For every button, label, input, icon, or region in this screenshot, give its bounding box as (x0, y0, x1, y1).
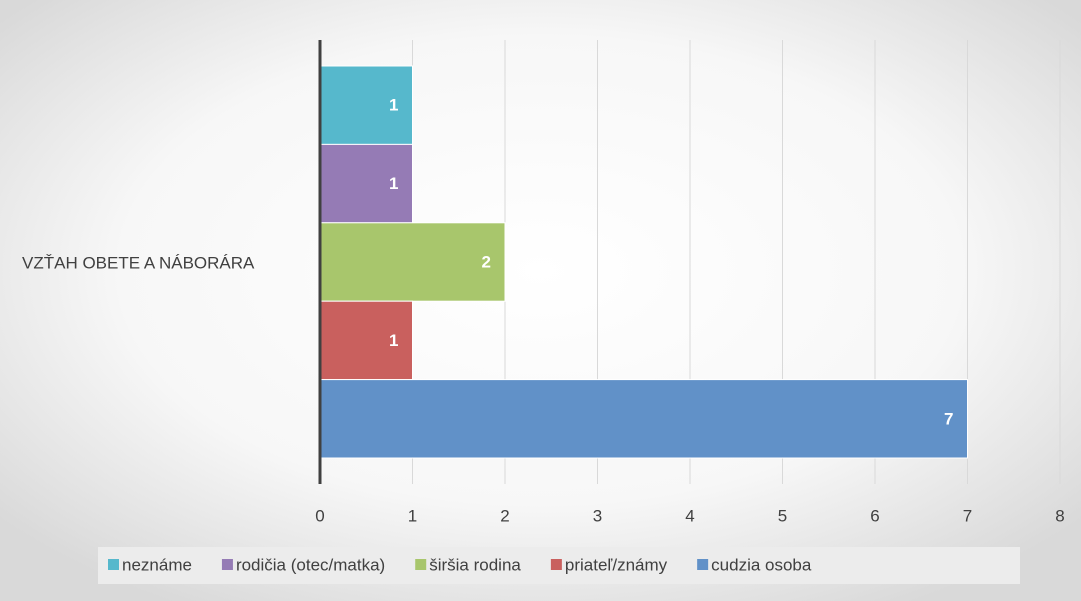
legend-label: cudzia osoba (711, 555, 812, 574)
bar (319, 379, 968, 459)
x-tick-label: 6 (870, 506, 879, 525)
legend-swatch (697, 559, 709, 570)
legend-swatch (108, 559, 119, 570)
x-tick-label: 4 (685, 506, 694, 525)
x-tick-label: 7 (963, 506, 972, 525)
legend-label: neznáme (122, 555, 192, 574)
bar (319, 65, 413, 145)
legend-label: priateľ/známy (565, 555, 668, 574)
data-label: 1 (389, 96, 398, 115)
category-label: VZŤAH OBETE A NÁBORÁRA (22, 253, 255, 272)
legend-label: rodičia (otec/matka) (236, 555, 385, 574)
legend-swatch (221, 559, 233, 570)
x-tick-label: 2 (500, 506, 509, 525)
bar (319, 222, 506, 302)
legend-swatch (415, 559, 427, 570)
data-label: 2 (482, 252, 491, 271)
data-label: 1 (389, 331, 398, 350)
bar (319, 143, 413, 224)
legend-swatch (550, 559, 562, 570)
x-tick-label: 5 (778, 506, 787, 525)
x-tick-label: 0 (315, 506, 324, 525)
x-tick-label: 8 (1055, 506, 1064, 525)
x-tick-label: 3 (593, 506, 602, 525)
x-tick-label: 1 (408, 506, 417, 525)
data-label: 1 (389, 174, 398, 193)
data-label: 7 (944, 409, 953, 428)
bar (319, 300, 413, 381)
legend-label: širšia rodina (429, 555, 521, 574)
